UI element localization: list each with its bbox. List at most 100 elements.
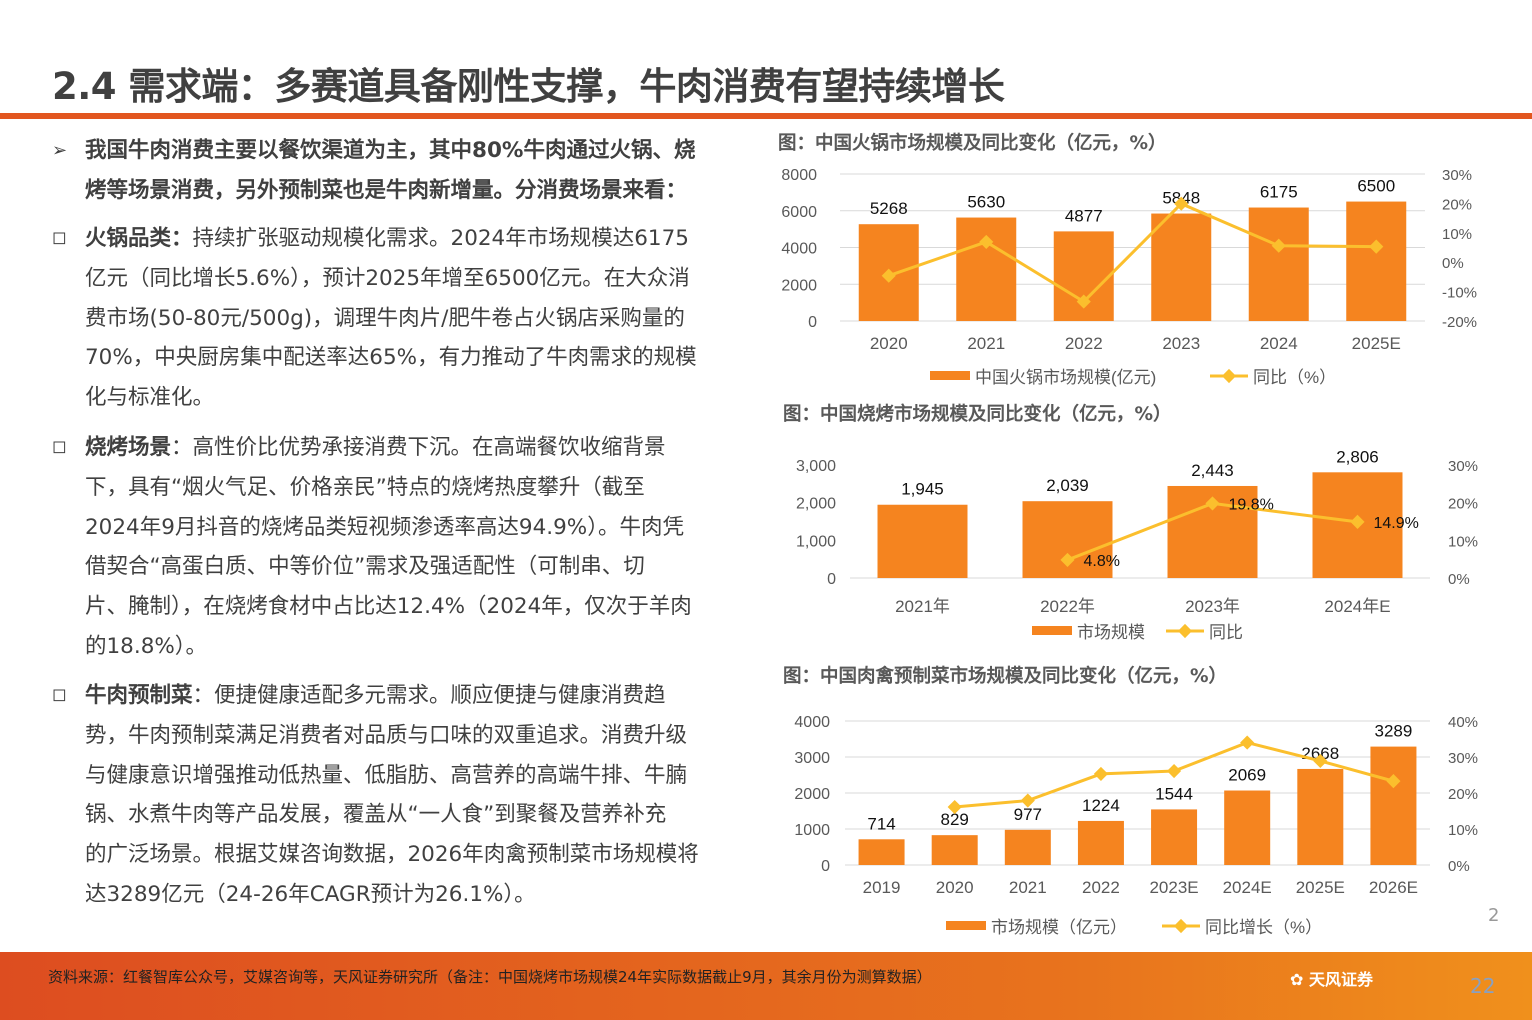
intro-line: 我国牛肉消费主要以餐饮渠道为主，其中80%牛肉通过火锅、烧 (85, 138, 696, 163)
x-tick-label: 2024年E (1324, 597, 1390, 616)
y-tick-label: 3,000 (796, 458, 836, 475)
chart-title-prepared: 图：中国肉禽预制菜市场规模及同比变化（亿元，%） (783, 666, 1228, 687)
line-marker (1076, 294, 1091, 309)
bar-data-label: 714 (867, 814, 895, 833)
x-tick-label: 2024E (1223, 878, 1272, 897)
body-line: 火锅品类：持续扩张驱动规模化需求。2024年市场规模达6175 (85, 225, 689, 253)
footer-bar (0, 952, 1532, 1020)
body-line: 2024年9月抖音的烧烤品类短视频渗透率高达94.9%）。牛肉凭 (85, 514, 684, 542)
line-marker (1060, 552, 1075, 567)
line-series (888, 201, 1377, 304)
body-line: 70%，中央厨房集中配送率达65%，有力推动了牛肉需求的规模 (85, 344, 697, 372)
body-line: 下，具有“烟火气足、价格亲民”特点的烧烤热度攀升（截至 (85, 474, 645, 502)
bar-data-label: 5630 (967, 193, 1005, 212)
body-line: 锅、水煮牛肉等产品发展，覆盖从“一人食”到聚餐及营养补充 (85, 801, 666, 829)
body-text: 锅、水煮牛肉等产品发展，覆盖从“一人食”到聚餐及营养补充 (85, 802, 667, 828)
legend-bar-label: 市场规模 (1077, 623, 1145, 642)
line-marker (1166, 763, 1182, 779)
y-tick-label: 8000 (781, 167, 817, 184)
y2-tick-label: 0% (1448, 858, 1470, 875)
body-text: ：便捷健康适配多元需求。顺应便捷与健康消费趋 (192, 683, 666, 708)
arrow-bullet-icon: ➢ (52, 140, 68, 161)
body-line: 达3289亿元（24-26年CAGR预计为26.1%）。 (85, 881, 536, 909)
bar (1370, 746, 1417, 865)
x-tick-label: 2022 (1065, 334, 1103, 353)
bar-data-label: 2,443 (1191, 461, 1234, 480)
body-text: 70%，中央厨房集中配送率达65%，有力推动了牛肉需求的规模 (85, 345, 697, 371)
line-data-label: 14.9% (1374, 515, 1419, 532)
x-tick-label: 2020 (870, 334, 908, 353)
body-text: 的18.8%）。 (85, 634, 208, 659)
x-tick-label: 2022 (1082, 878, 1120, 897)
bar (858, 839, 905, 865)
logo-text: 天风证券 (1308, 970, 1373, 989)
bar-data-label: 1224 (1082, 796, 1120, 815)
body-line: 与健康意识增强推动低热量、低脂肪、高营养的高端牛排、牛腩 (85, 762, 687, 790)
bar (1004, 829, 1051, 865)
legend-bar-swatch (1032, 626, 1072, 635)
x-tick-label: 2024 (1260, 334, 1298, 353)
section-heading: 牛肉预制菜 (85, 683, 193, 708)
legend-bar-swatch (946, 921, 986, 930)
body-line: 的18.8%）。 (85, 633, 207, 661)
line-marker (1271, 238, 1286, 253)
body-text: 借契合“高蛋白质、中等价位”需求及强适配性（可制串、切 (85, 554, 645, 580)
section-heading: 烧烤场景 (85, 435, 172, 460)
bar-data-label: 2069 (1228, 766, 1266, 785)
body-line: 化与标准化。 (85, 384, 214, 412)
line-data-label: 19.8% (1229, 496, 1274, 513)
body-text: 与健康意识增强推动低热量、低脂肪、高营养的高端牛排、牛腩 (85, 762, 688, 788)
body-text: 势，牛肉预制菜满足消费者对品质与口味的双重追求。消费升级 (85, 722, 688, 748)
x-tick-label: 2025E (1296, 878, 1345, 897)
bar-data-label: 6175 (1260, 183, 1298, 202)
square-bullet-icon: ◻ (52, 684, 67, 705)
bar-data-label: 977 (1014, 805, 1042, 824)
body-text: 2024年9月抖音的烧烤品类短视频渗透率高达94.9%）。牛肉凭 (85, 514, 684, 540)
legend-line-label: 同比增长（%） (1205, 918, 1322, 937)
body-text: 费市场(50-80元/500g)，调理牛肉片/肥牛卷占火锅店采购量的 (85, 305, 685, 331)
chart-title-bbq: 图：中国烧烤市场规模及同比变化（亿元，%） (783, 404, 1172, 425)
y2-tick-label: 30% (1442, 167, 1472, 184)
bar (931, 835, 978, 865)
legend-line-marker (1177, 623, 1193, 639)
page-title: 2.4 需求端：多赛道具备刚性支撑，牛肉消费有望持续增长 (52, 65, 1005, 108)
y-tick-label: 3000 (794, 750, 830, 767)
x-tick-label: 2025E (1352, 334, 1401, 353)
x-tick-label: 2023年 (1185, 597, 1240, 616)
bar (1297, 768, 1344, 865)
body-text: 亿元（同比增长5.6%），预计2025年增至6500亿元。在大众消 (85, 265, 690, 291)
y2-tick-label: 10% (1448, 822, 1478, 839)
bar (1077, 820, 1124, 865)
company-logo: ✿ 天风证券 (1290, 966, 1373, 990)
y2-tick-label: 20% (1442, 196, 1472, 213)
y-tick-label: 6000 (781, 204, 817, 221)
y-tick-label: 2000 (794, 786, 830, 803)
y-tick-label: 2000 (781, 277, 817, 294)
line-marker (1350, 514, 1365, 529)
x-tick-label: 2021 (1009, 878, 1047, 897)
bar (1248, 207, 1309, 321)
x-tick-label: 2021 (967, 334, 1005, 353)
y2-tick-label: 30% (1448, 750, 1478, 767)
y2-tick-label: -20% (1442, 314, 1477, 331)
line-marker (1093, 766, 1109, 781)
x-tick-label: 2020 (936, 878, 974, 897)
y-tick-label: 0 (827, 571, 836, 588)
y2-tick-label: 20% (1448, 496, 1478, 513)
logo-flower-icon: ✿ (1290, 970, 1309, 989)
source-note: 资料来源：红餐智库公众号，艾媒咨询等，天风证券研究所（备注：中国烧烤市场规模24… (48, 968, 932, 986)
body-line: 片、腌制），在烧烤食材中占比达12.4%（2024年，仅次于羊肉 (85, 593, 692, 621)
legend-line-label: 同比（%） (1253, 368, 1336, 387)
line-marker (1240, 735, 1255, 750)
bar (877, 504, 968, 578)
y-tick-label: 4000 (794, 714, 830, 731)
x-tick-label: 2023 (1162, 334, 1200, 353)
y2-tick-label: 20% (1448, 786, 1478, 803)
y2-tick-label: 30% (1448, 458, 1478, 475)
y2-tick-label: 0% (1442, 255, 1464, 272)
x-tick-label: 2023E (1149, 878, 1198, 897)
legend-line-label: 同比 (1209, 623, 1243, 642)
section-heading: 火锅品类： (85, 226, 193, 251)
bar-data-label: 1,945 (901, 480, 944, 499)
